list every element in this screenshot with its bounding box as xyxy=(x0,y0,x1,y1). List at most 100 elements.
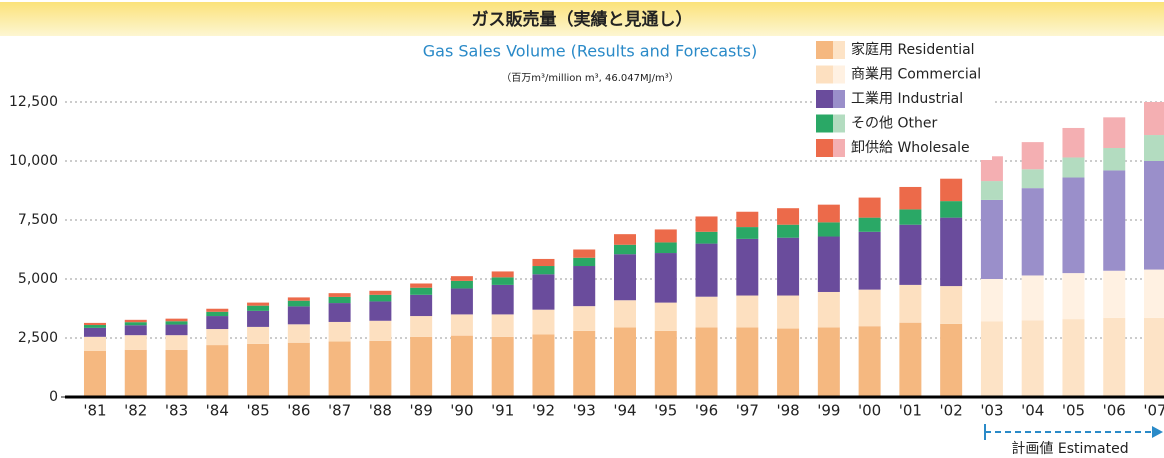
bar-segment xyxy=(247,302,270,306)
bar-segment xyxy=(83,325,106,328)
bar-segment xyxy=(858,289,881,327)
bar-segment xyxy=(899,209,922,225)
x-tick-label: '93 xyxy=(573,402,596,420)
legend-label: その他 Other xyxy=(851,116,937,132)
y-tick-label: 5,000 xyxy=(18,271,58,287)
legend-swatch-forecast xyxy=(833,65,845,84)
x-tick-label: '02 xyxy=(940,402,963,420)
bar-segment xyxy=(573,306,596,331)
bar-segment xyxy=(1062,157,1085,178)
bar-segment xyxy=(287,324,310,343)
x-tick-label: '88 xyxy=(369,402,392,420)
bar-segment xyxy=(573,257,596,267)
bar-segment xyxy=(450,335,473,397)
bar-segment xyxy=(1021,275,1044,321)
bar-segment xyxy=(410,294,433,317)
bar-segment xyxy=(817,204,840,223)
bar-segment xyxy=(369,301,392,321)
title-band xyxy=(0,2,1164,36)
bar-segment xyxy=(1103,317,1126,397)
bar-segment xyxy=(899,224,922,285)
legend-label: 卸供給 Wholesale xyxy=(851,140,970,156)
x-tick-label: '00 xyxy=(858,402,881,420)
bar-segment xyxy=(817,291,840,328)
bar-segment xyxy=(450,276,473,281)
bar-segment xyxy=(654,229,677,243)
bar-segment xyxy=(532,258,555,267)
bar-segment xyxy=(817,327,840,397)
bar-segment xyxy=(165,318,188,322)
bar-segment xyxy=(736,295,759,328)
bar-segment xyxy=(206,329,229,346)
bar-segment xyxy=(613,327,636,397)
bar-segment xyxy=(736,227,759,239)
bar-segment xyxy=(695,327,718,397)
bar-segment xyxy=(1103,270,1126,318)
bar-segment xyxy=(573,330,596,397)
bar-segment xyxy=(858,326,881,397)
bar-segment xyxy=(124,325,147,336)
bar-segment xyxy=(124,335,147,350)
bar-segment xyxy=(736,327,759,397)
x-tick-label: '83 xyxy=(165,402,188,420)
bar-segment xyxy=(491,336,514,397)
x-tick-label: '85 xyxy=(246,402,269,420)
bar-segment xyxy=(206,345,229,397)
bar-segment xyxy=(287,306,310,325)
bar-segment xyxy=(165,324,188,336)
x-tick-label: '07 xyxy=(1143,402,1164,420)
bar-segment xyxy=(1144,161,1164,270)
bar-segment xyxy=(1144,317,1164,397)
bar-segment xyxy=(491,277,514,285)
x-tick-label: '91 xyxy=(491,402,514,420)
x-tick-label: '90 xyxy=(450,402,473,420)
bar-segment xyxy=(777,208,800,225)
bar-segment xyxy=(1144,135,1164,161)
legend-swatch xyxy=(816,65,833,84)
bar-segment xyxy=(83,327,106,337)
bar-segment xyxy=(206,316,229,330)
bar-segment xyxy=(287,342,310,397)
bar-segment xyxy=(1062,273,1085,320)
bar-segment xyxy=(613,300,636,328)
bar-segment xyxy=(410,287,433,295)
bar-segment xyxy=(328,341,351,397)
x-tick-label: '99 xyxy=(817,402,840,420)
bar-segment xyxy=(1103,117,1126,149)
annotation: 計画値 Estimated xyxy=(1011,441,1128,457)
x-tick-label: '94 xyxy=(613,402,636,420)
legend-swatch xyxy=(816,114,833,133)
y-tick-label: 10,000 xyxy=(9,153,58,169)
legend-label: 商業用 Commercial xyxy=(851,67,981,83)
bar-segment xyxy=(491,314,514,337)
bar-segment xyxy=(124,322,147,326)
bar-segment xyxy=(165,349,188,397)
y-tick-label: 12,500 xyxy=(9,94,58,110)
bar-segment xyxy=(247,326,270,344)
bar-segment xyxy=(940,201,963,218)
bar-segment xyxy=(858,197,881,218)
x-tick-label: '04 xyxy=(1021,402,1044,420)
bar-segment xyxy=(817,222,840,237)
bar-segment xyxy=(695,216,718,232)
bar-segment xyxy=(980,156,1003,182)
bar-segment xyxy=(1062,127,1085,158)
chart-title: ガス販売量（実績と見通し） xyxy=(472,9,693,30)
bar-segment xyxy=(124,349,147,397)
bar-segment xyxy=(1103,148,1126,171)
bar-segment xyxy=(573,249,596,258)
bar-segment xyxy=(328,303,351,322)
x-tick-label: '82 xyxy=(124,402,147,420)
bar-segment xyxy=(83,322,106,326)
bar-segment xyxy=(410,336,433,397)
bar-segment xyxy=(654,302,677,331)
estimate-arrow-head xyxy=(1152,426,1163,438)
legend-label: 家庭用 Residential xyxy=(851,41,975,58)
bar-segment xyxy=(1021,142,1044,170)
bar-segment xyxy=(1062,319,1085,397)
x-tick-label: '81 xyxy=(83,402,106,420)
legend-swatch-forecast xyxy=(833,139,845,157)
bar-segment xyxy=(491,284,514,315)
bar-segment xyxy=(899,186,922,210)
